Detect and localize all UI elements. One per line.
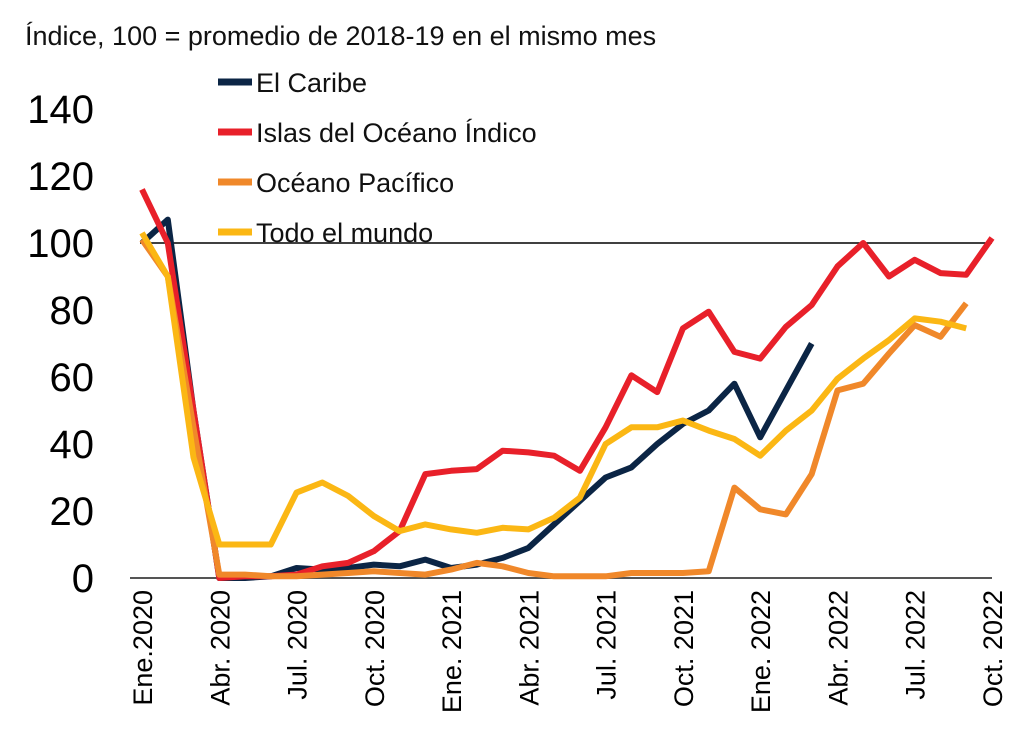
y-tick-label-120: 120 xyxy=(27,155,94,199)
y-tick-label-60: 60 xyxy=(50,356,95,400)
x-tick-label-abr-2020: Abr. 2020 xyxy=(205,590,235,706)
legend-label-oceano-pacifico: Océano Pacífico xyxy=(256,168,454,198)
x-tick-label-oct-2022: Oct. 2022 xyxy=(978,590,1008,707)
x-tick-label-jul-2022: Jul. 2022 xyxy=(901,590,931,700)
y-tick-label-100: 100 xyxy=(27,222,94,266)
legend-label-todo-el-mundo: Todo el mundo xyxy=(256,218,433,248)
y-tick-label-140: 140 xyxy=(27,88,94,132)
chart-subtitle: Índice, 100 = promedio de 2018-19 en el … xyxy=(25,21,656,51)
x-tick-label-oct-2020: Oct. 2020 xyxy=(360,590,390,707)
x-tick-label-oct-2021: Oct. 2021 xyxy=(669,590,699,707)
legend: El Caribe Islas del Océano Índico Océano P… xyxy=(218,68,537,248)
series-lines xyxy=(139,188,995,581)
x-tick-label-jul-2020: Jul. 2020 xyxy=(283,590,313,700)
series-line-el-caribe xyxy=(139,216,815,581)
series-line-oceano-pacifico xyxy=(139,237,969,580)
x-tick-label-abr-2021: Abr. 2021 xyxy=(514,590,544,706)
y-tick-label-0: 0 xyxy=(72,557,94,601)
x-tick-label-ene-2021: Ene. 2021 xyxy=(437,590,467,713)
x-axis-ticks: Ene.2020 Abr. 2020 Jul. 2020 Oct. 2020 Ene. … xyxy=(128,590,1008,713)
x-tick-label-ene-2022: Ene. 2022 xyxy=(746,590,776,713)
legend-label-el-caribe: El Caribe xyxy=(256,68,367,98)
y-tick-label-40: 40 xyxy=(50,423,95,467)
series-line-todo-el-mundo xyxy=(139,231,967,548)
y-axis-ticks: 0 20 40 60 80 100 120 140 xyxy=(27,88,94,601)
y-tick-label-20: 20 xyxy=(50,490,95,534)
x-tick-label-ene-2020: Ene.2020 xyxy=(128,590,158,706)
x-tick-label-jul-2021: Jul. 2021 xyxy=(592,590,622,700)
y-tick-label-80: 80 xyxy=(50,289,95,333)
legend-label-islas-del-oceano-indico: Islas del Océano Índico xyxy=(256,118,537,148)
x-tick-label-abr-2022: Abr. 2022 xyxy=(824,590,854,706)
